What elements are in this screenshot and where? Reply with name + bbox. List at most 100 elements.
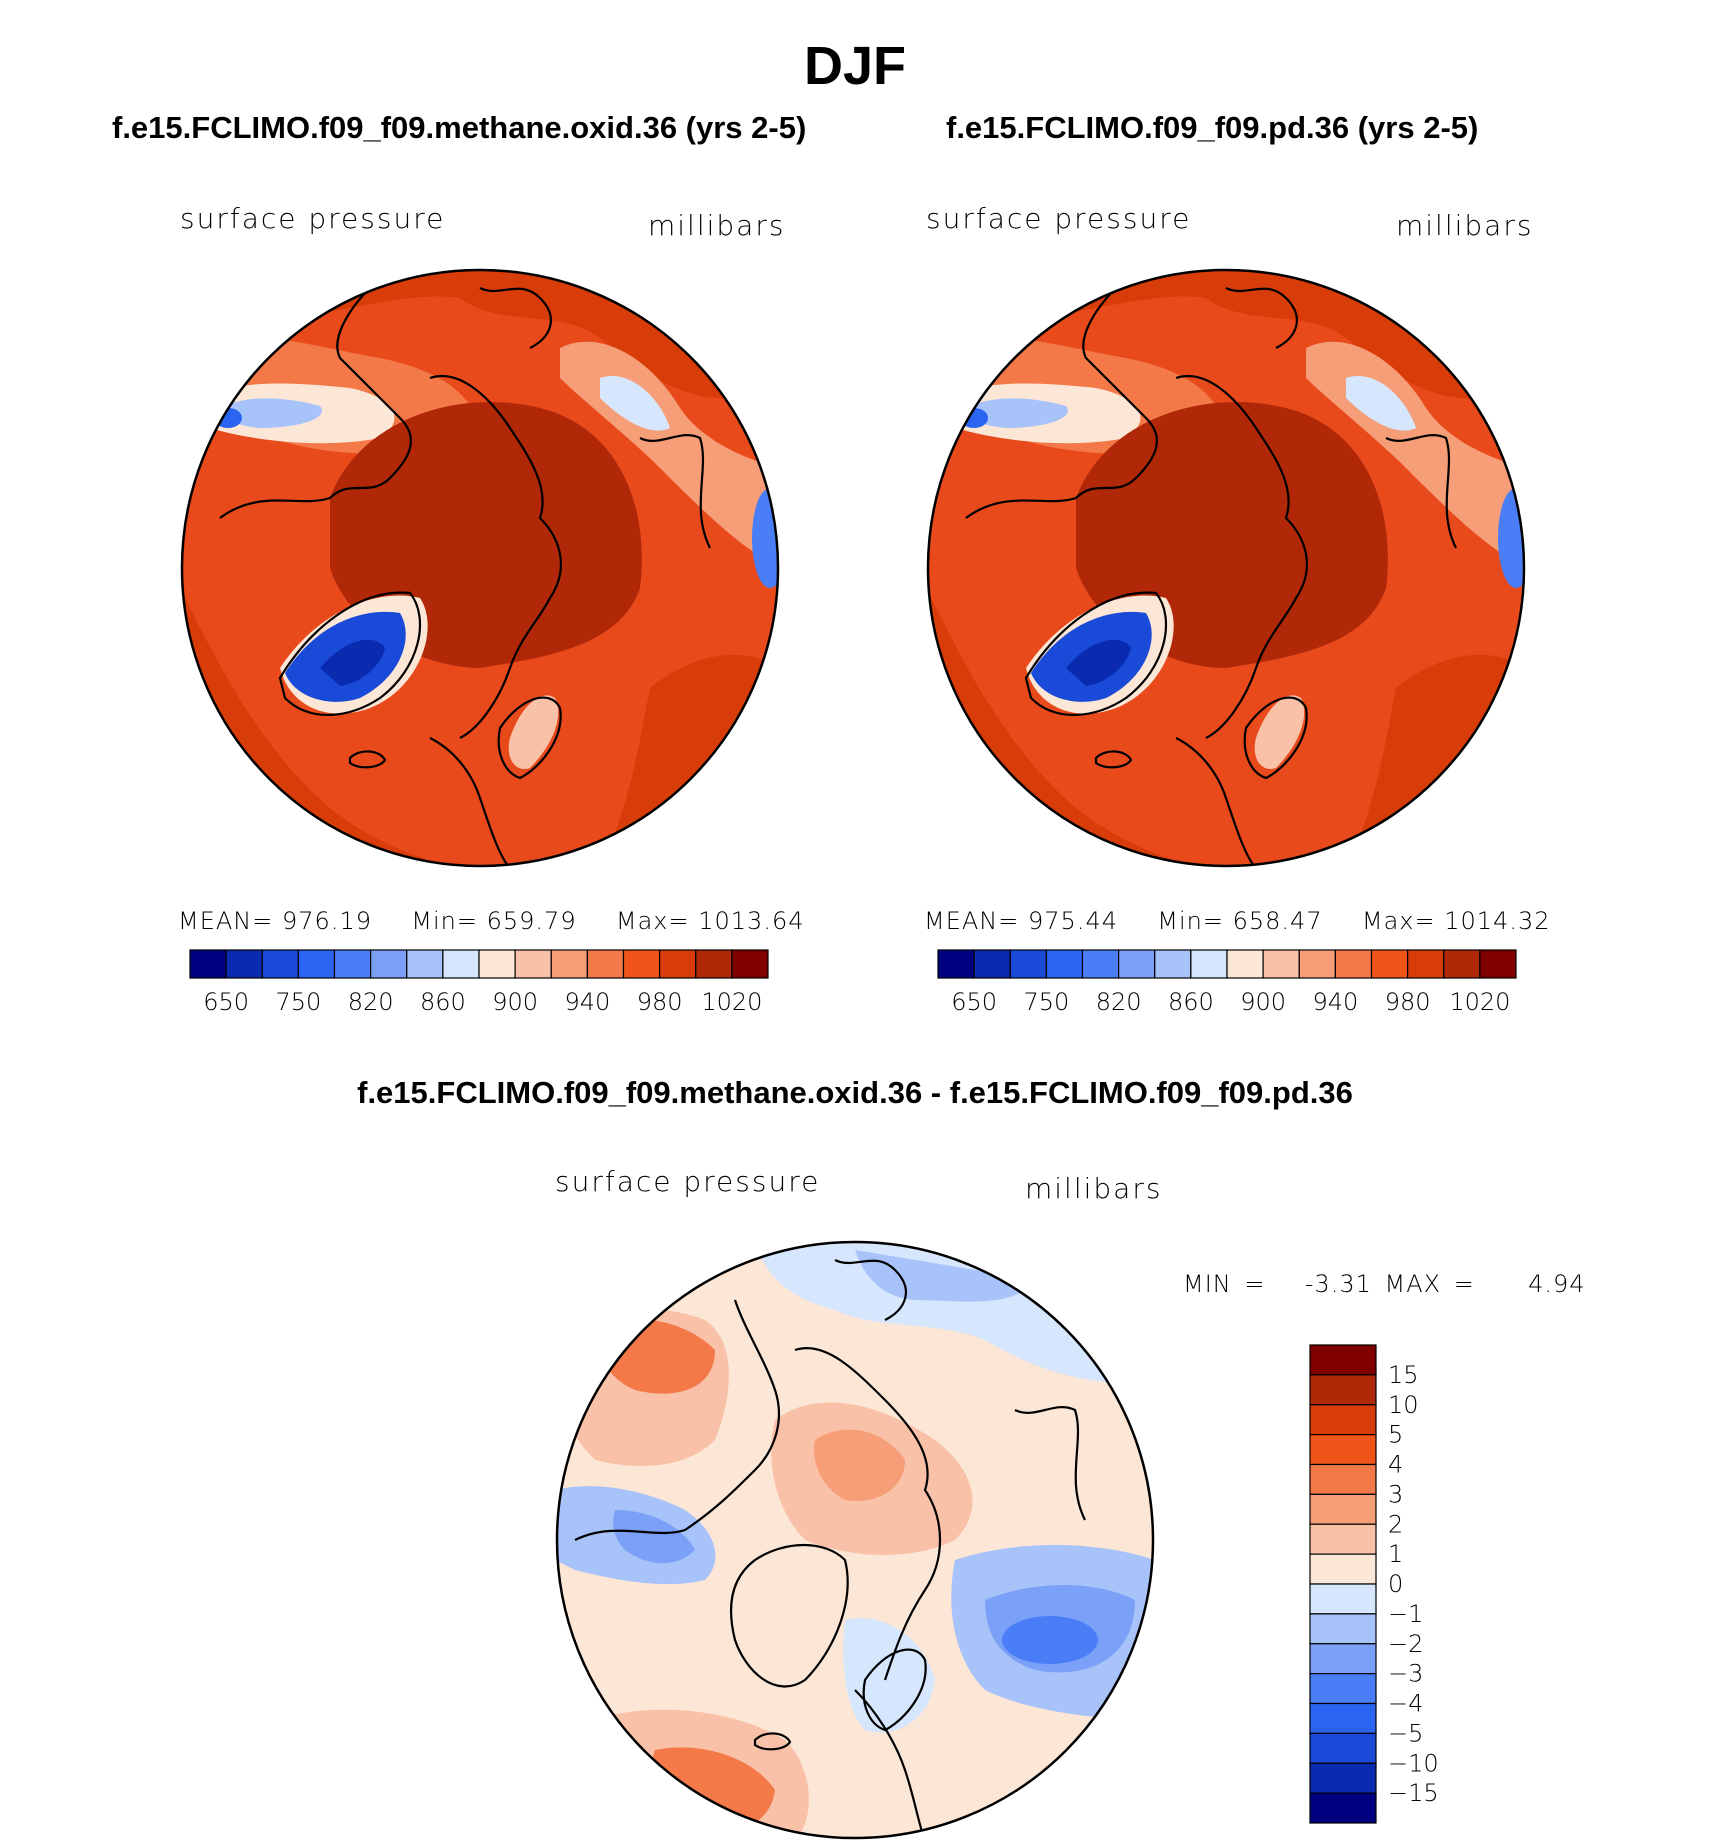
field-scandinavia [508,695,559,769]
panel2-coastlines [965,286,1457,866]
diff-colorbar-tick-label: 0 [1388,1570,1403,1598]
diff-colorbar-swatch-1 [1309,1374,1377,1406]
coastline-iceland [1094,750,1133,769]
panel1-colorbar-swatch-9 [514,949,552,979]
panel1-mean-label: MEAN= [178,907,274,935]
field-neg-pacific-core [1002,1616,1098,1664]
panel1-units-label: millibars [648,209,786,242]
panel2-colorbar-swatch-4 [1081,949,1120,979]
diff-colorbar-tick-label: 1 [1388,1540,1403,1568]
panel2-colorbar-swatch-3 [1045,949,1084,979]
panel2-units-label: millibars [1396,209,1534,242]
coastline-alaska [479,286,552,349]
panel1-colorbar-swatch-1 [225,949,263,979]
field-rockies-core [600,376,670,431]
panel2-case-title: f.e15.FCLIMO.f09_f09.pd.36 (yrs 2-5) [946,110,1479,145]
field-low-tibet-core [966,398,1068,428]
coastline-greenland [730,1544,849,1688]
diff-colorbar-tick-label: 15 [1388,1361,1419,1389]
coastline-scandinavia [1243,696,1308,780]
panel1-mean-value: 976.19 [282,907,372,935]
field-neg-europe [843,1618,935,1733]
coastline-canada [219,287,412,519]
panel1-colorbar-swatch-10 [550,949,588,979]
panel2-colorbar-tick-label: 750 [1023,988,1069,1016]
panel1-colorbar-swatch-0 [189,949,227,979]
field-low-tibet-core [220,398,322,428]
panel2-colorbar-tick-label: 940 [1312,988,1358,1016]
diff-max-value: 4.94 [1528,1270,1586,1298]
panel1-case-title: f.e15.FCLIMO.f09_f09.methane.oxid.36 (yr… [112,110,807,145]
field-scandinavia [1254,695,1305,769]
panel2-variable-label: surface pressure [926,202,1192,235]
panel2-colorbar-swatch-14 [1443,949,1481,979]
panel2-colorbar-swatch-2 [1009,949,1047,979]
panel1-colorbar-swatch-2 [261,949,299,979]
coastline-scandinavia [862,1648,927,1732]
panel2-colorbar-tick-label: 980 [1385,988,1431,1016]
coastline-canada [965,287,1158,519]
panel1-min-value: 659.79 [486,907,577,935]
panel2-max-label: Max= [1361,907,1436,935]
panel1-polar-map [180,268,780,868]
coastline-greenland [278,591,422,717]
coastline-europe [429,737,511,866]
coastline-siberia [1175,375,1308,739]
panel2-colorbar-swatch-15 [1479,949,1517,979]
coastline-europe [854,1689,927,1838]
diff-colorbar-tick-label: −1 [1388,1600,1423,1628]
field-pos-arctic-core [814,1429,905,1501]
coastline-east-asia [639,434,711,549]
panel2-colorbar-tick-label: 820 [1096,988,1142,1016]
diff-colorbar-tick-label: −10 [1388,1749,1439,1777]
panel2-colorbar-swatch-10 [1298,949,1336,979]
panel1-colorbar-swatch-4 [333,949,372,979]
panel1-colorbar-swatch-15 [731,949,769,979]
figure-title: DJF [803,36,906,96]
field-neg-canada-core [613,1510,695,1564]
diff-units-label: millibars [1025,1172,1163,1205]
panel1-min-label: Min= [411,907,478,935]
panel1-colorbar-swatch-5 [370,949,408,979]
panel1-colorbar-tick-label: 940 [564,988,610,1016]
panel1-colorbar: 650 750 820 860 900 940 980 1020 [189,949,769,1016]
panel1-max-value: 1013.64 [698,907,805,935]
field-rockies-edge-low [752,488,778,588]
diff-colorbar-tick-label: 2 [1388,1510,1403,1538]
panel2-colorbar-swatch-1 [973,949,1011,979]
diff-variable-label: surface pressure [555,1165,821,1198]
diff-colorbar-tick-label: −4 [1388,1690,1423,1718]
panel2-colorbar-swatch-0 [937,949,975,979]
field-greenland-core [1066,639,1131,686]
panel1-colorbar-swatch-12 [622,949,661,979]
panel1-colorbar-tick-label: 860 [420,988,466,1016]
diff-colorbar-swatch-12 [1309,1702,1377,1734]
diff-colorbar-swatch-2 [1309,1404,1377,1436]
panel1-colorbar-swatch-14 [695,949,733,979]
panel2-colorbar-swatch-12 [1370,949,1409,979]
panel2-colorbar-swatch-9 [1262,949,1300,979]
diff-stats: MIN = -3.31 MAX = 4.94 [1183,1270,1586,1298]
diff-colorbar-swatch-14 [1309,1762,1377,1794]
panel2-mean-value: 975.44 [1028,907,1118,935]
diff-colorbar-tick-label: −3 [1388,1660,1423,1688]
panel1-stats: MEAN= 976.19 Min= 659.79 Max= 1013.64 [178,907,805,935]
diff-colorbar-tick-label: −15 [1388,1779,1439,1807]
diff-polar-map [555,1240,1155,1840]
panel1-max-label: Max= [615,907,690,935]
diff-colorbar-swatch-5 [1309,1493,1377,1525]
diff-coastlines [574,1258,1086,1838]
diff-colorbar-tick-label: 4 [1388,1451,1403,1479]
coastline-canada [574,1299,780,1541]
panel2-min-value: 658.47 [1232,907,1323,935]
panel2-colorbar-tick-label: 650 [951,988,997,1016]
diff-colorbar-swatch-4 [1309,1463,1377,1495]
field-rockies-core [1346,376,1416,431]
diff-colorbar-tick-label: −5 [1388,1719,1423,1747]
coastline-scandinavia [497,696,562,780]
panel2-colorbar-swatch-11 [1334,949,1373,979]
coastline-siberia [794,1347,941,1681]
panel1-colorbar-tick-label: 900 [492,988,538,1016]
panel2-colorbar: 650 750 820 860 900 940 980 1020 [937,949,1517,1016]
